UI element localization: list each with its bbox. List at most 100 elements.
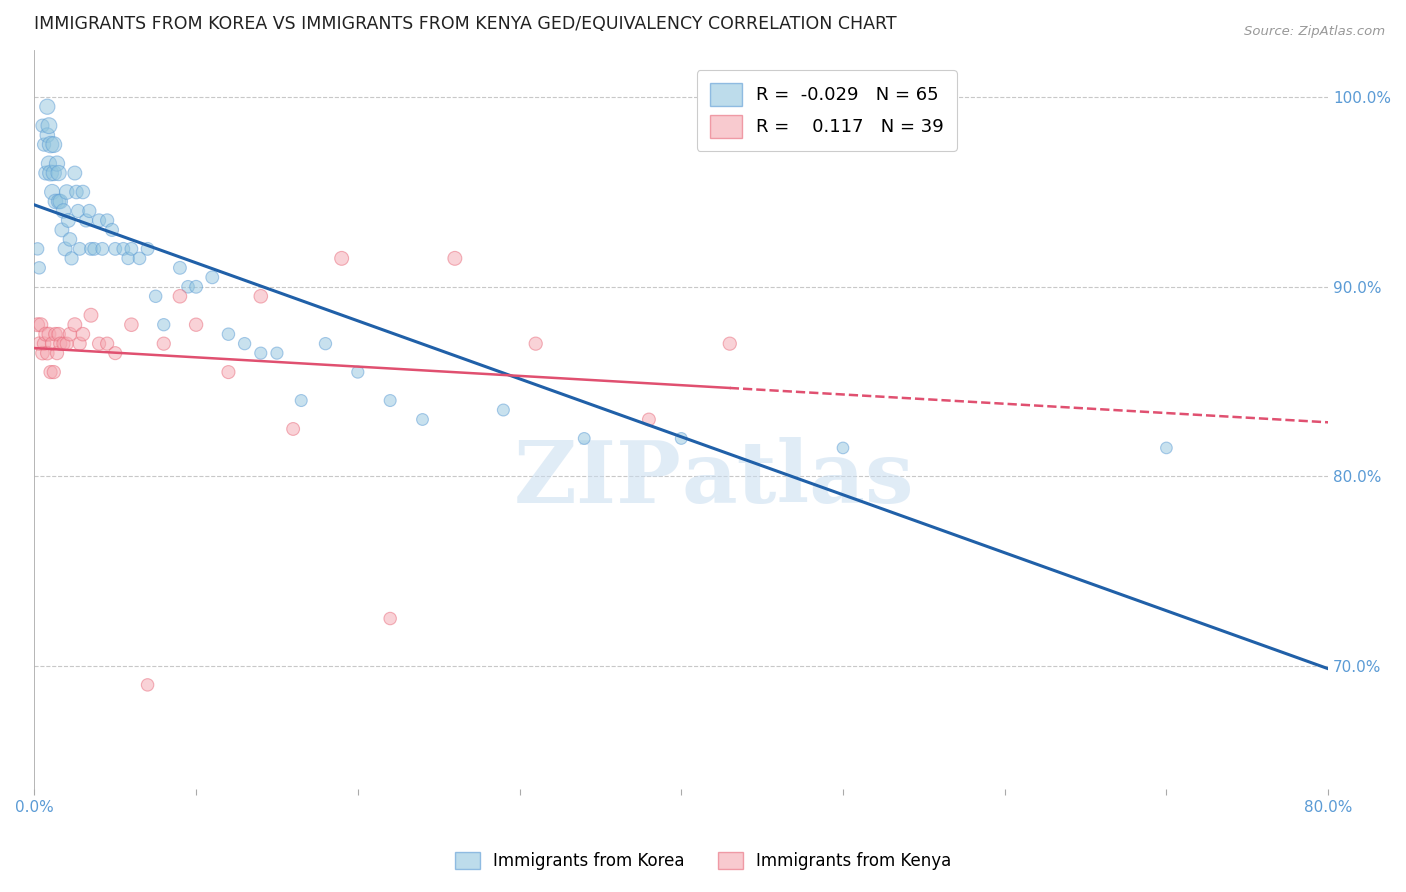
- Point: [58, 213, 80, 227]
- Point: [249, 346, 271, 360]
- Point: [120, 318, 142, 332]
- Point: [28, 336, 51, 351]
- Point: [96, 213, 118, 227]
- Point: [32, 336, 55, 351]
- Point: [28, 260, 51, 275]
- Point: [117, 252, 139, 266]
- Point: [48, 327, 70, 342]
- Point: [38, 119, 60, 133]
- Point: [55, 336, 77, 351]
- Point: [46, 156, 69, 170]
- Point: [671, 432, 693, 446]
- Point: [832, 441, 855, 455]
- Point: [112, 242, 135, 256]
- Point: [79, 204, 101, 219]
- Point: [101, 223, 124, 237]
- Point: [177, 280, 200, 294]
- Point: [136, 678, 159, 692]
- Point: [44, 194, 66, 209]
- Point: [80, 308, 103, 322]
- Point: [412, 412, 434, 426]
- Text: Source: ZipAtlas.com: Source: ZipAtlas.com: [1244, 25, 1385, 38]
- Point: [136, 242, 159, 256]
- Point: [91, 242, 114, 256]
- Text: IMMIGRANTS FROM KOREA VS IMMIGRANTS FROM KENYA GED/EQUIVALENCY CORRELATION CHART: IMMIGRANTS FROM KOREA VS IMMIGRANTS FROM…: [34, 15, 897, 33]
- Point: [281, 422, 304, 436]
- Point: [249, 289, 271, 303]
- Point: [35, 327, 58, 342]
- Point: [59, 232, 82, 246]
- Point: [72, 327, 94, 342]
- Point: [152, 318, 174, 332]
- Point: [42, 365, 65, 379]
- Text: atlas: atlas: [682, 436, 914, 521]
- Point: [59, 327, 82, 342]
- Point: [444, 252, 467, 266]
- Point: [37, 346, 59, 360]
- Legend: R =  -0.029   N = 65, R =    0.117   N = 39: R = -0.029 N = 65, R = 0.117 N = 39: [697, 70, 957, 151]
- Point: [37, 100, 59, 114]
- Point: [48, 194, 70, 209]
- Point: [30, 318, 52, 332]
- Point: [69, 336, 91, 351]
- Point: [72, 185, 94, 199]
- Point: [49, 194, 72, 209]
- Point: [217, 365, 239, 379]
- Point: [46, 346, 69, 360]
- Point: [87, 336, 110, 351]
- Point: [638, 412, 661, 426]
- Point: [69, 242, 91, 256]
- Point: [31, 119, 53, 133]
- Point: [233, 336, 256, 351]
- Point: [104, 242, 127, 256]
- Point: [201, 270, 224, 285]
- Point: [42, 166, 65, 180]
- Point: [53, 242, 76, 256]
- Point: [44, 327, 66, 342]
- Point: [39, 365, 62, 379]
- Point: [87, 213, 110, 227]
- Point: [492, 403, 515, 417]
- Point: [38, 156, 60, 170]
- Point: [75, 213, 97, 227]
- Point: [52, 204, 75, 219]
- Point: [346, 365, 368, 379]
- Point: [39, 166, 62, 180]
- Point: [378, 393, 401, 408]
- Legend: Immigrants from Korea, Immigrants from Kenya: Immigrants from Korea, Immigrants from K…: [449, 845, 957, 877]
- Text: ZIP: ZIP: [513, 436, 682, 521]
- Point: [51, 223, 73, 237]
- Point: [145, 289, 167, 303]
- Point: [35, 166, 58, 180]
- Point: [128, 252, 150, 266]
- Point: [80, 242, 103, 256]
- Point: [217, 327, 239, 342]
- Point: [266, 346, 288, 360]
- Point: [290, 393, 312, 408]
- Point: [32, 137, 55, 152]
- Point: [184, 280, 207, 294]
- Point: [378, 611, 401, 625]
- Point: [49, 336, 72, 351]
- Point: [31, 346, 53, 360]
- Point: [718, 336, 741, 351]
- Point: [52, 336, 75, 351]
- Point: [48, 166, 70, 180]
- Point: [67, 204, 90, 219]
- Point: [55, 185, 77, 199]
- Point: [169, 289, 191, 303]
- Point: [1156, 441, 1178, 455]
- Point: [63, 166, 86, 180]
- Point: [60, 252, 83, 266]
- Point: [524, 336, 547, 351]
- Point: [83, 242, 105, 256]
- Point: [152, 336, 174, 351]
- Point: [314, 336, 336, 351]
- Point: [41, 336, 63, 351]
- Point: [96, 336, 118, 351]
- Point: [38, 327, 60, 342]
- Point: [330, 252, 353, 266]
- Point: [104, 346, 127, 360]
- Point: [184, 318, 207, 332]
- Point: [41, 185, 63, 199]
